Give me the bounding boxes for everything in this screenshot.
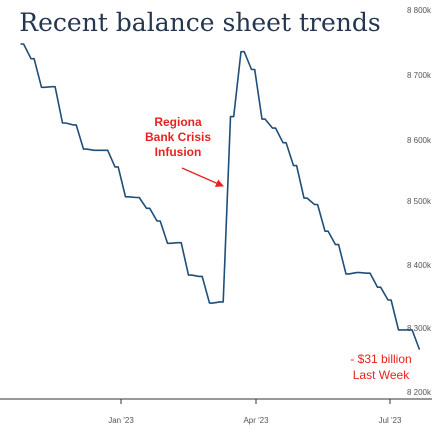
x-tick-label: Apr '23 [243, 416, 269, 425]
x-tick-label: Jan '23 [108, 416, 134, 425]
crisis-annotation: Regiona Bank Crisis Infusion [145, 115, 224, 187]
series-line [20, 43, 421, 350]
y-axis: 8 800k 8 700k 8 600k 8 500k 8 400k 8 300… [407, 6, 432, 397]
x-tick-label: Jul '23 [379, 416, 402, 425]
y-tick-label: 8 400k [407, 261, 432, 270]
y-tick-label: 8 200k [407, 388, 432, 397]
y-tick-label: 8 300k [407, 324, 432, 333]
y-tick-label: 8 800k [407, 6, 432, 15]
x-axis: Jan '23 Apr '23 Jul '23 [108, 399, 402, 425]
last-week-annotation: - $31 billion Last Week [350, 352, 411, 382]
annotation-last-week-line-2: Last Week [353, 368, 410, 382]
annotation-arrow [181, 167, 224, 187]
annotation-last-week-line-1: - $31 billion [350, 352, 411, 366]
y-tick-label: 8 700k [407, 71, 432, 80]
y-tick-label: 8 500k [407, 197, 432, 206]
chart-title: Recent balance sheet trends [19, 8, 380, 37]
y-tick-label: 8 600k [407, 136, 432, 145]
annotation-crisis-line-1: Regiona [154, 115, 202, 129]
annotation-crisis-line-2: Bank Crisis [145, 130, 211, 144]
annotation-crisis-line-3: Infusion [155, 145, 202, 159]
series-group [20, 43, 421, 350]
